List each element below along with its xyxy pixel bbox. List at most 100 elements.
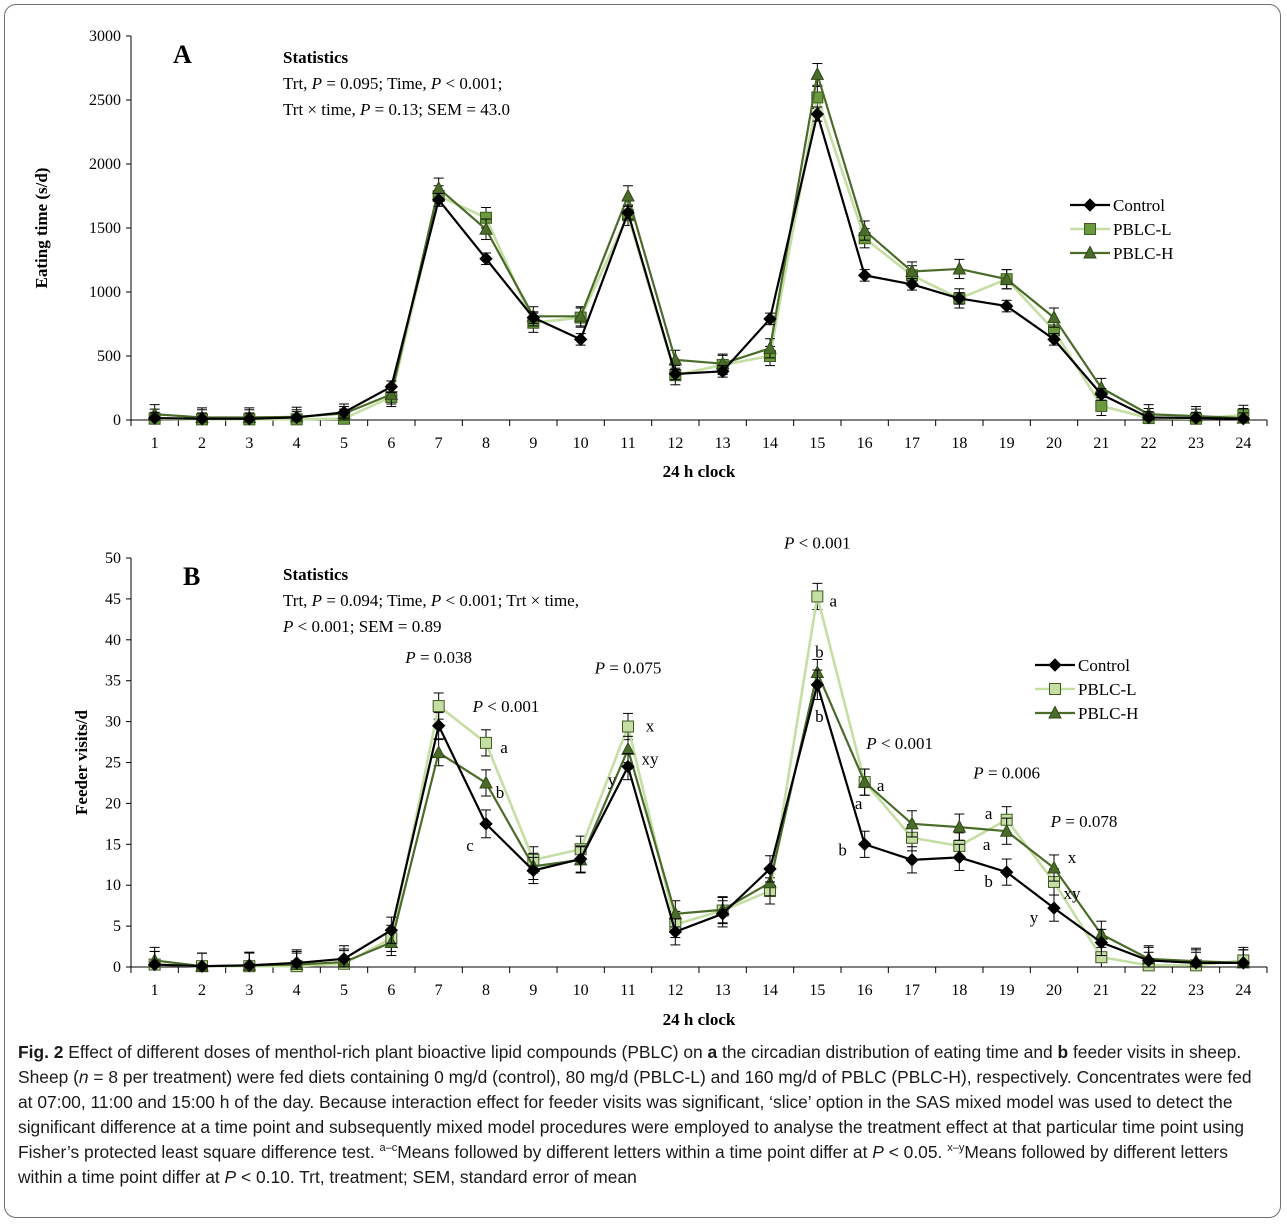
b-data-point	[999, 823, 1014, 837]
a-x-tick-label: 10	[573, 435, 589, 452]
a-legend-label: PBLC-L	[1113, 220, 1172, 239]
a-data-point	[147, 411, 162, 425]
caption-p-1: P	[872, 1142, 884, 1162]
a-data-point	[763, 340, 777, 354]
b-x-tick-label: 24	[1235, 982, 1251, 999]
a-x-tick-label: 3	[245, 435, 253, 452]
a-series-line	[154, 74, 1244, 420]
a-stats-line-2-part: = 0.13; SEM = 43.0	[370, 100, 510, 119]
figure-caption: Fig. 2 Effect of different doses of ment…	[18, 1040, 1268, 1190]
b-x-tick-label: 14	[762, 982, 778, 999]
b-x-tick-label: 23	[1188, 982, 1204, 999]
a-x-axis-label: 24 h clock	[663, 462, 736, 481]
b-letter-annotation: xy	[642, 749, 660, 768]
b-data-point	[431, 745, 446, 759]
b-data-point	[1236, 956, 1251, 970]
b-data-point	[905, 816, 919, 830]
b-data-point	[573, 852, 588, 866]
a-stats-line-1-part: < 0.001;	[441, 74, 502, 93]
a-data-point	[857, 268, 872, 283]
a-data-point	[1236, 412, 1251, 426]
caption-n: n	[78, 1067, 89, 1087]
a-data-point	[431, 193, 446, 207]
b-letter-annotation: x	[1068, 848, 1077, 867]
a-data-point	[526, 310, 541, 325]
a-x-tick-label: 7	[435, 435, 443, 452]
b-data-point	[952, 819, 967, 833]
caption-text-1: Effect of different doses of menthol-ric…	[63, 1042, 708, 1062]
a-stats-line-2-part: P	[359, 100, 370, 119]
a-x-tick-label: 18	[951, 435, 967, 452]
b-data-point	[668, 925, 683, 939]
caption-panel-a: a	[707, 1042, 718, 1062]
a-stats-line-2-part: Trt × time,	[283, 100, 360, 119]
b-letter-annotation: a	[985, 804, 993, 823]
b-data-point	[811, 590, 824, 603]
a-data-point	[337, 405, 351, 420]
b-p-annotation-part: = 0.038	[416, 648, 472, 667]
a-x-tick-label: 15	[809, 435, 825, 452]
b-stats-line-1-part: P	[311, 591, 322, 610]
caption-sup-xy: x–y	[947, 1142, 965, 1155]
a-y-tick-label: 2000	[89, 156, 121, 173]
a-x-tick-label: 12	[667, 435, 683, 452]
b-legend-label: PBLC-H	[1078, 704, 1138, 723]
b-y-tick-label: 45	[105, 591, 121, 608]
b-data-point	[480, 736, 492, 749]
b-x-tick-label: 16	[857, 982, 873, 999]
b-y-tick-label: 0	[113, 959, 121, 976]
b-p-annotation-part: = 0.078	[1061, 812, 1117, 831]
b-data-point	[337, 952, 351, 966]
b-y-tick-label: 40	[105, 632, 121, 649]
b-data-point	[999, 865, 1014, 879]
caption-p-2: P	[224, 1167, 237, 1187]
b-x-tick-label: 17	[904, 982, 920, 999]
b-stats-line-2-part: < 0.001; SEM = 0.89	[293, 617, 441, 636]
a-data-point	[952, 261, 967, 275]
a-data-point	[289, 410, 304, 425]
a-data-point	[810, 66, 825, 80]
b-data-point	[1189, 956, 1203, 970]
b-p-annotation: P = 0.038	[404, 648, 472, 667]
b-data-point	[715, 907, 730, 921]
b-letter-annotation: a	[830, 591, 838, 610]
b-letter-annotation: b	[496, 783, 505, 802]
b-stats-line-1: Trt, P = 0.094; Time, P < 0.001; Trt × t…	[283, 591, 579, 610]
b-x-tick-label: 1	[151, 982, 159, 999]
b-letter-annotation: a	[500, 738, 508, 757]
a-data-point	[999, 299, 1014, 313]
b-data-point	[1094, 935, 1109, 950]
b-stats-line-1-part: < 0.001; Trt × time,	[441, 591, 579, 610]
b-y-tick-label: 10	[105, 877, 121, 894]
b-data-point	[857, 774, 872, 788]
b-data-point	[763, 862, 777, 876]
b-series-control	[147, 669, 1251, 973]
a-data-point	[1047, 310, 1061, 324]
b-p-annotation-part: P	[1050, 812, 1061, 831]
a-data-point	[384, 386, 399, 400]
b-x-axis-label: 24 h clock	[663, 1010, 736, 1029]
a-x-tick-label: 1	[151, 435, 159, 452]
b-x-tick-label: 11	[620, 982, 635, 999]
a-data-point	[905, 263, 919, 278]
caption-panel-b: b	[1057, 1042, 1069, 1062]
b-legend-label: Control	[1078, 656, 1130, 675]
b-legend-marker	[1049, 683, 1061, 695]
b-y-axis-label: Feeder visits/d	[72, 709, 91, 815]
caption-text-6: < 0.05.	[883, 1142, 948, 1162]
b-stats-heading: Statistics	[283, 565, 349, 584]
b-p-annotation-part: = 0.075	[605, 658, 661, 677]
b-p-annotation-part: < 0.001	[483, 697, 539, 716]
b-data-point	[1047, 901, 1061, 915]
a-stats-heading: Statistics	[283, 48, 349, 67]
b-letter-annotation: b	[815, 707, 824, 726]
b-y-tick-label: 35	[105, 673, 121, 690]
a-data-point	[905, 277, 919, 292]
caption-text-7: Means followed by different letters with…	[18, 1142, 1228, 1187]
b-series-line	[154, 668, 1244, 968]
a-data-point	[1095, 399, 1108, 412]
a-data-point	[763, 312, 777, 326]
b-x-tick-label: 22	[1141, 982, 1157, 999]
b-data-point	[857, 837, 872, 852]
